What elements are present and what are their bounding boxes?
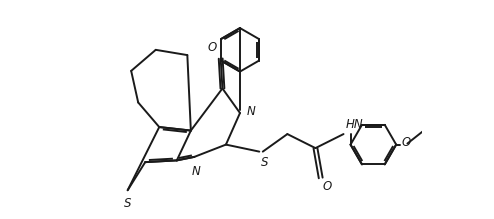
Text: HN: HN	[345, 118, 363, 131]
Text: S: S	[261, 156, 269, 169]
Text: O: O	[207, 41, 216, 54]
Text: S: S	[124, 196, 131, 210]
Text: O: O	[323, 180, 332, 193]
Text: N: N	[247, 105, 255, 118]
Text: N: N	[192, 165, 201, 178]
Text: O: O	[402, 136, 411, 149]
